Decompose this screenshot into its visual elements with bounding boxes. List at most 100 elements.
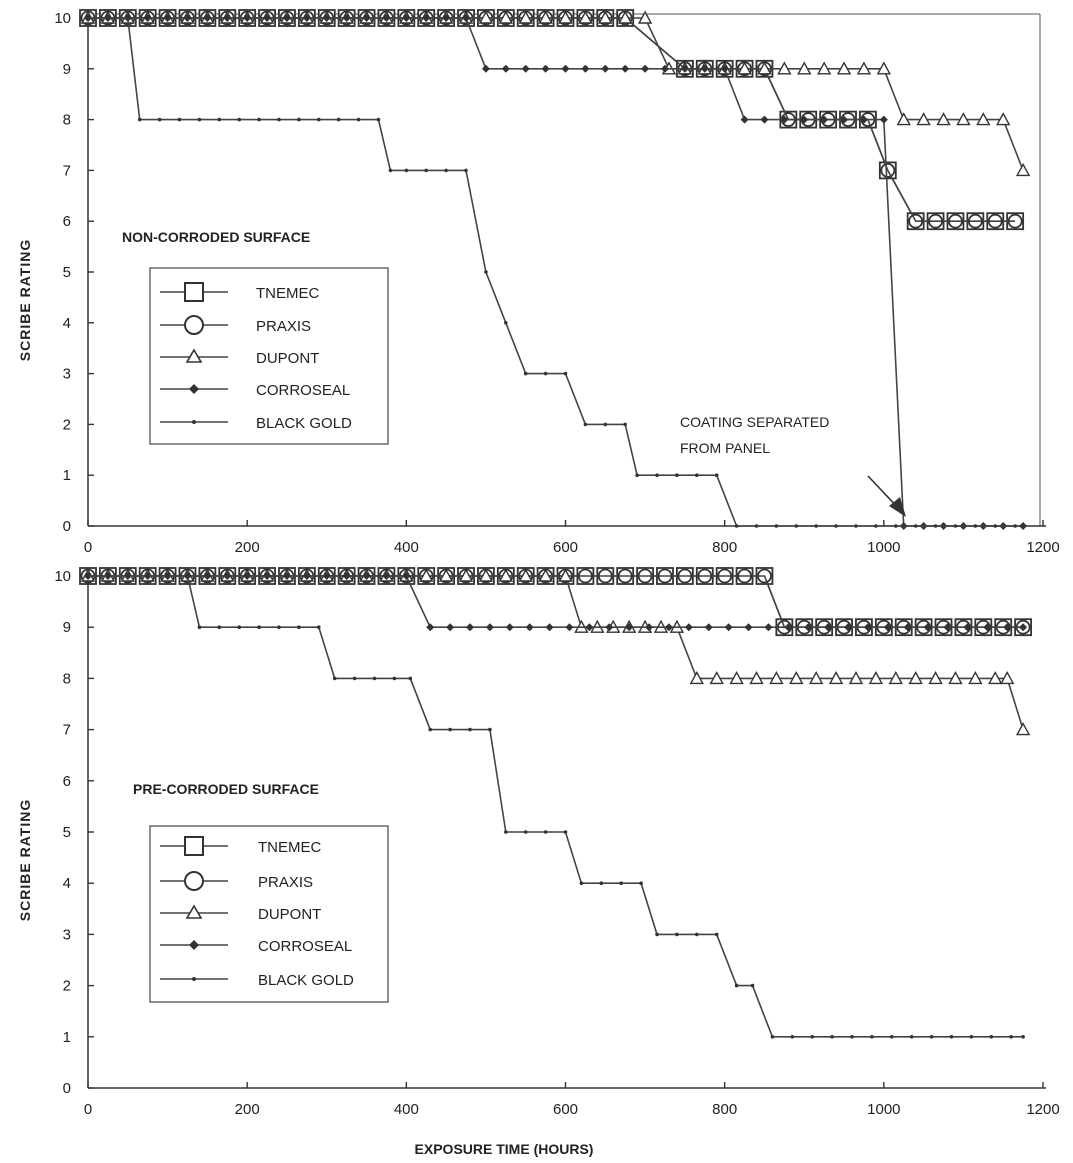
circle-marker — [908, 213, 924, 229]
circle-marker — [697, 568, 713, 584]
y-tick-label: 10 — [54, 568, 71, 585]
circle-marker-icon — [184, 315, 204, 335]
diamond-marker — [382, 14, 391, 22]
dot-marker — [889, 1035, 894, 1039]
x-ticks: 0 200 400 600 800 1000 1200 — [84, 520, 1060, 556]
dot-marker — [714, 473, 719, 478]
diamond-marker — [700, 64, 709, 73]
annotation-line-2: FROM PANEL — [680, 440, 770, 456]
dot-marker — [603, 422, 608, 427]
y-tick-label: 6 — [63, 773, 71, 790]
x-tick-label: 200 — [235, 1101, 260, 1118]
diamond-marker — [621, 64, 630, 73]
diamond-marker — [223, 572, 232, 580]
triangle-marker — [558, 10, 573, 24]
dot-marker — [336, 117, 341, 122]
triangle-marker — [478, 10, 494, 24]
dot-marker — [675, 473, 679, 478]
triangle-marker — [928, 670, 943, 685]
dot-marker — [257, 625, 261, 629]
circle-marker-icon — [184, 871, 204, 891]
dot-marker — [177, 117, 182, 122]
y-tick-label: 3 — [63, 366, 71, 383]
diamond-marker — [800, 115, 809, 124]
dot-marker — [137, 117, 142, 122]
y-tick-label: 2 — [63, 978, 71, 995]
square-marker-icon — [184, 282, 204, 302]
legend: TNEMEC PRAXIS DUPONT CORROSEAL BLACK GOL — [149, 267, 389, 445]
diamond-marker — [764, 623, 773, 632]
y-axis-label: SCRIBE RATING — [17, 239, 33, 361]
dot-marker — [655, 932, 659, 937]
x-tick-label: 1000 — [867, 539, 900, 556]
diamond-marker — [859, 115, 868, 124]
diamond-marker — [203, 572, 212, 580]
triangle-marker — [618, 10, 633, 24]
series-group — [79, 567, 1033, 1039]
triangle-marker — [757, 61, 772, 75]
dot-marker — [523, 371, 528, 376]
diamond-marker — [784, 623, 793, 632]
x-tick-label: 600 — [553, 1101, 578, 1118]
legend-entry-black-gold: BLACK GOLD — [160, 972, 354, 989]
dot-marker — [217, 117, 222, 122]
series-group — [79, 9, 1031, 530]
series-dupont — [80, 10, 1031, 177]
dot-marker — [563, 371, 568, 376]
diamond-marker — [243, 14, 252, 22]
dot-marker — [217, 625, 222, 629]
circle-marker — [657, 568, 673, 584]
dot-marker — [714, 932, 719, 937]
diamond-marker — [342, 572, 351, 580]
dot-marker — [599, 881, 604, 885]
diamond-marker — [402, 14, 411, 22]
dot-marker — [484, 270, 488, 274]
dot-marker — [734, 983, 739, 988]
dot-marker — [695, 473, 699, 478]
diamond-marker — [302, 572, 311, 580]
diamond-marker — [342, 14, 351, 22]
triangle-marker — [968, 670, 983, 685]
dot-marker — [404, 168, 409, 173]
circle-marker — [1007, 213, 1023, 229]
legend-entry-dupont: DUPONT — [160, 348, 319, 367]
series-line-black-gold — [88, 575, 1024, 1038]
triangle-marker — [1015, 162, 1031, 177]
dot-marker — [388, 168, 393, 173]
triangle-marker — [637, 10, 653, 24]
dot-marker — [675, 932, 679, 937]
dot-marker — [504, 830, 508, 834]
circle-marker — [617, 568, 633, 584]
dot-marker — [277, 117, 281, 122]
legend-entry-praxis: PRAXIS — [160, 315, 311, 335]
circle-marker — [637, 568, 653, 584]
dot-marker — [448, 727, 452, 732]
dot-marker — [563, 830, 568, 834]
diamond-marker — [820, 115, 829, 124]
legend-label: DUPONT — [258, 906, 321, 923]
y-tick-label: 10 — [54, 10, 71, 27]
y-tick-label: 0 — [63, 1080, 71, 1097]
dot-marker — [695, 932, 699, 937]
dot-marker — [125, 574, 130, 578]
diamond-marker — [804, 623, 813, 632]
x-tick-label: 1200 — [1026, 1101, 1059, 1118]
diamond-marker — [263, 572, 272, 580]
diamond-marker — [760, 115, 769, 124]
triangle-marker — [498, 568, 513, 582]
panel-title: NON-CORRODED SURFACE — [122, 229, 310, 245]
triangle-marker — [1015, 722, 1031, 736]
triangle-marker — [976, 112, 991, 126]
triangle-marker — [836, 61, 852, 75]
dot-marker — [989, 1035, 994, 1039]
dot-marker — [1013, 524, 1017, 528]
triangle-marker — [438, 568, 454, 582]
circle-marker — [880, 162, 896, 178]
dot-marker — [909, 1035, 914, 1039]
diamond-marker — [684, 623, 693, 632]
triangle-marker — [1000, 670, 1015, 685]
diamond-marker — [923, 623, 932, 632]
y-tick-label: 0 — [63, 518, 71, 535]
y-ticks: 0 1 2 3 4 5 6 7 8 9 10 — [54, 10, 94, 535]
diamond-marker — [243, 572, 252, 580]
